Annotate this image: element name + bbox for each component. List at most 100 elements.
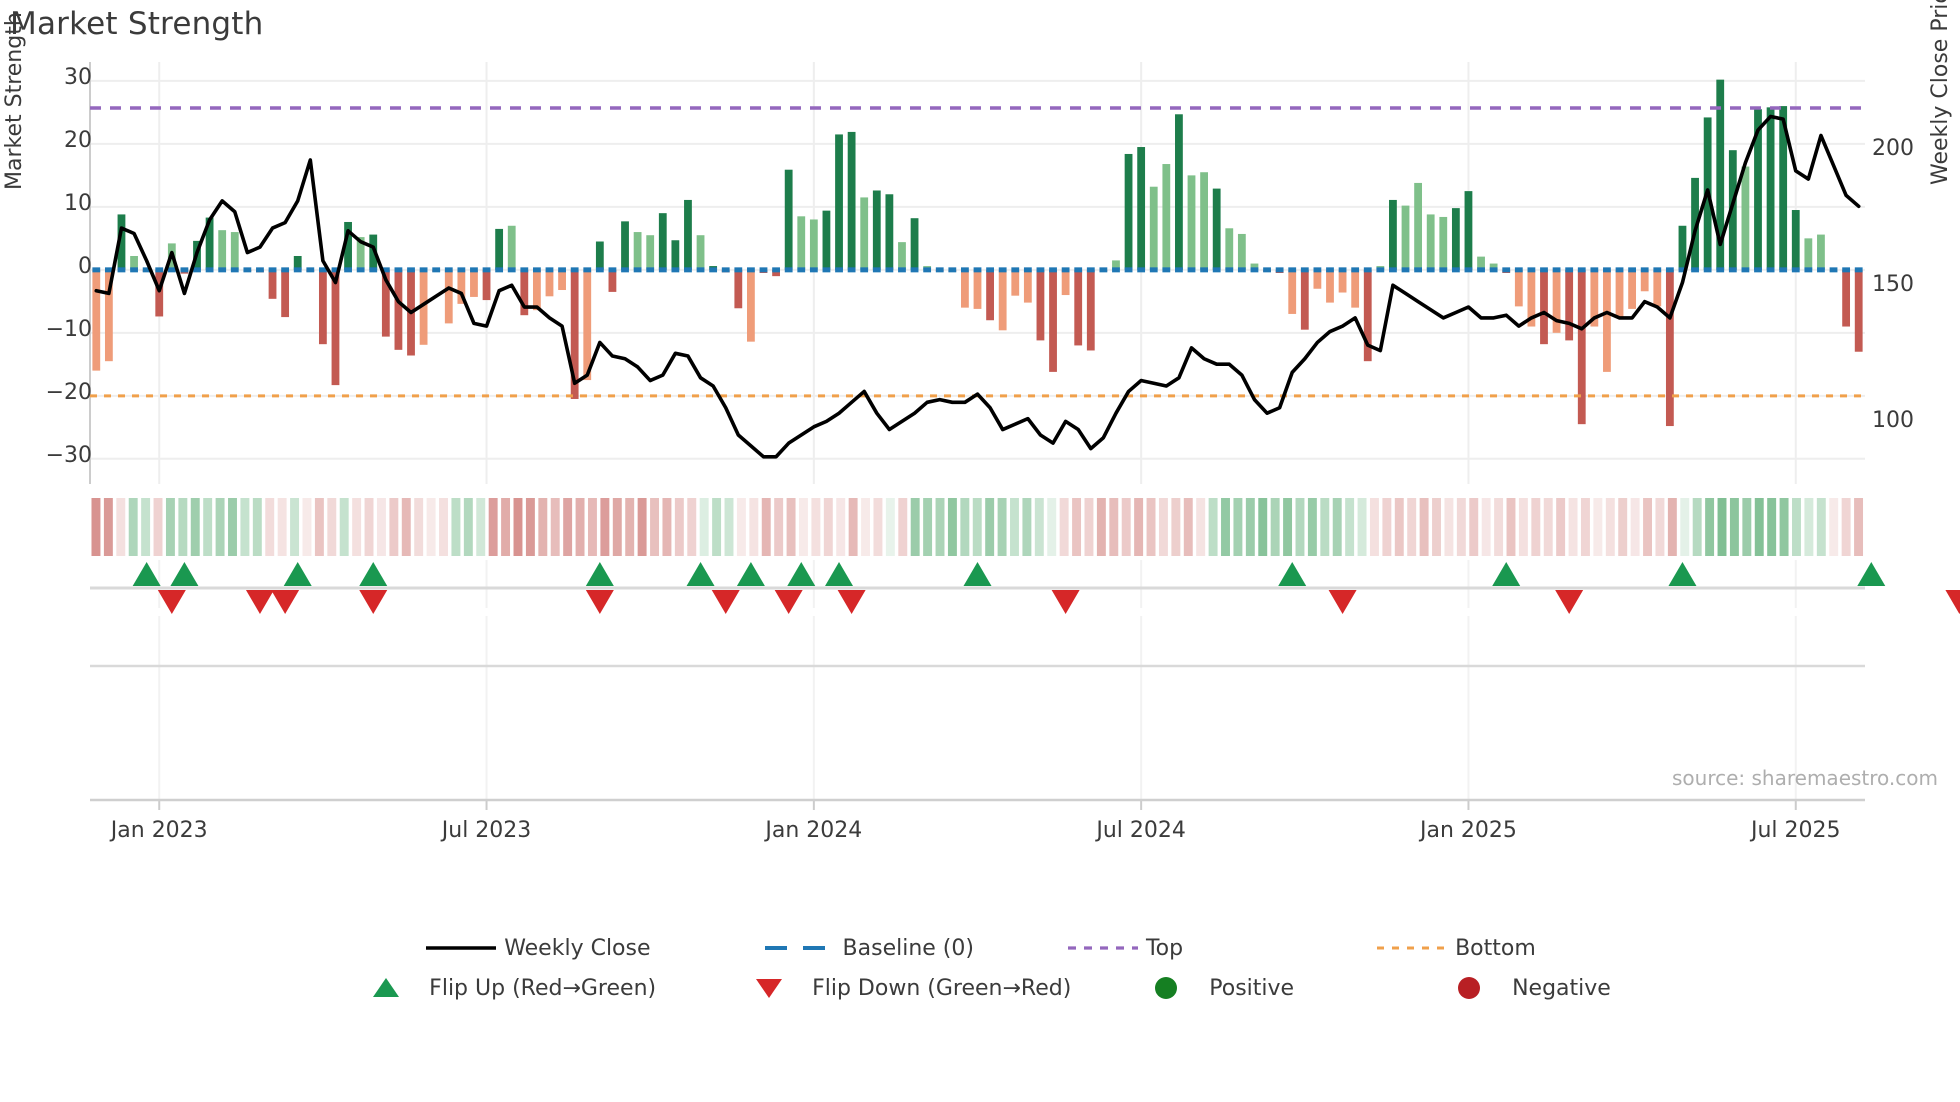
flip-down-marker[interactable] <box>1328 590 1357 614</box>
bar-positive <box>1401 205 1410 270</box>
heatmap-cell-negative <box>1829 498 1839 556</box>
bar-negative <box>570 269 579 399</box>
flip-up-marker[interactable] <box>283 562 312 586</box>
flip-down-marker[interactable] <box>711 590 740 614</box>
flip-down-marker[interactable] <box>245 590 274 614</box>
flip-up-marker[interactable] <box>132 562 161 586</box>
flip-down-marker[interactable] <box>1945 590 1960 614</box>
bar-negative <box>1351 269 1360 308</box>
heatmap-cell-negative <box>352 498 362 556</box>
legend-flip-up[interactable]: Flip Up (Red→Green) <box>349 975 656 1001</box>
heatmap-cell-positive <box>1208 498 1218 556</box>
bar-positive <box>822 210 831 270</box>
bar-negative <box>155 269 164 317</box>
heatmap-cell-negative <box>538 498 548 556</box>
y-axis-left-label: Market Strength <box>2 12 27 190</box>
legend-weekly-close[interactable]: Weekly Close <box>424 935 651 961</box>
bar-positive <box>1716 79 1725 270</box>
heatmap-cell-positive <box>1779 498 1789 556</box>
flip-up-marker[interactable] <box>585 562 614 586</box>
flip-up-marker[interactable] <box>1492 562 1521 586</box>
bar-positive <box>356 237 365 270</box>
legend-key <box>349 975 423 1001</box>
bar-positive <box>847 131 856 270</box>
flip-up-marker[interactable] <box>1857 562 1886 586</box>
heatmap-cell-negative <box>687 498 697 556</box>
flip-up-marker[interactable] <box>686 562 715 586</box>
flip-up-marker[interactable] <box>736 562 765 586</box>
flip-up-marker[interactable] <box>825 562 854 586</box>
y-axis-right-label: Weekly Close Price <box>1928 0 1953 185</box>
bar-positive <box>797 216 806 270</box>
bar-positive <box>1754 109 1762 270</box>
bar-positive <box>1137 147 1146 270</box>
triangle-glyph <box>756 979 783 998</box>
x-axis-tick-label: Jul 2023 <box>441 818 532 843</box>
y-axis-left-tick-label: 20 <box>64 127 92 153</box>
x-axis-tick-label: Jul 2024 <box>1096 818 1186 843</box>
bar-positive <box>1250 263 1259 270</box>
heatmap-cell-positive <box>463 498 473 556</box>
heatmap-cell-positive <box>1332 498 1342 556</box>
heatmap-cell-negative <box>1605 498 1615 556</box>
heatmap-cell-negative <box>439 498 448 556</box>
bar-positive <box>1237 233 1246 270</box>
heatmap-cell-negative <box>1084 498 1094 556</box>
bar-negative <box>1313 269 1322 289</box>
heatmap-cell-negative <box>761 498 771 556</box>
legend-positive[interactable]: Positive <box>1129 975 1294 1001</box>
flip-up-marker[interactable] <box>1278 562 1307 586</box>
y-axis-left-tick-label: −10 <box>45 316 92 342</box>
heatmap-cell-positive <box>1705 498 1715 556</box>
bar-negative <box>444 269 453 324</box>
legend-key <box>424 935 498 961</box>
heatmap-cell-negative <box>1382 498 1392 556</box>
heatmap-cell-negative <box>650 498 659 556</box>
heatmap-cell-negative <box>1096 498 1106 556</box>
legend-bottom[interactable]: Bottom <box>1375 935 1536 961</box>
bar-negative <box>1036 269 1045 341</box>
flip-up-marker[interactable] <box>787 562 816 586</box>
flip-down-marker[interactable] <box>157 590 186 614</box>
flip-down-marker[interactable] <box>774 590 803 614</box>
bar-negative <box>1615 269 1624 318</box>
heatmap-cell-negative <box>1109 498 1119 556</box>
legend-key <box>763 935 837 961</box>
flip-down-marker[interactable] <box>359 590 388 614</box>
heatmap-cell-positive <box>1767 498 1777 556</box>
bar-positive <box>671 240 680 270</box>
bar-negative <box>1603 269 1611 372</box>
bar-positive <box>205 217 214 270</box>
heatmap-cell-negative <box>1630 498 1640 556</box>
flip-up-marker[interactable] <box>359 562 388 586</box>
bar-positive <box>1728 150 1737 270</box>
legend-top[interactable]: Top <box>1066 935 1183 961</box>
flip-up-marker[interactable] <box>170 562 199 586</box>
bar-negative <box>1338 269 1347 293</box>
heatmap-cell-negative <box>513 498 523 556</box>
heatmap-cell-negative <box>1407 498 1417 556</box>
bar-negative <box>1061 269 1070 296</box>
flip-down-marker[interactable] <box>271 590 300 614</box>
flip-down-marker[interactable] <box>1555 590 1584 614</box>
heatmap-cell-negative <box>786 498 796 556</box>
legend-label: Negative <box>1512 975 1611 1001</box>
bar-negative <box>104 269 113 362</box>
heatmap-cell-negative <box>1643 498 1652 556</box>
heatmap-cell-negative <box>1618 498 1628 556</box>
flip-down-marker[interactable] <box>1051 590 1080 614</box>
legend-negative[interactable]: Negative <box>1432 975 1611 1001</box>
legend-label: Flip Up (Red→Green) <box>429 975 657 1001</box>
bar-negative <box>318 269 327 345</box>
heatmap-cell-negative <box>1841 498 1851 556</box>
heatmap-cell-positive <box>1221 498 1230 556</box>
legend-baseline[interactable]: Baseline (0) <box>763 935 974 961</box>
flip-up-marker[interactable] <box>963 562 992 586</box>
flip-down-marker[interactable] <box>837 590 866 614</box>
legend-flip-down[interactable]: Flip Down (Green→Red) <box>732 975 1071 1001</box>
bar-positive <box>633 232 642 270</box>
bar-positive <box>684 199 692 270</box>
flip-down-marker[interactable] <box>585 590 614 614</box>
bar-positive <box>595 241 604 270</box>
flip-up-marker[interactable] <box>1668 562 1697 586</box>
